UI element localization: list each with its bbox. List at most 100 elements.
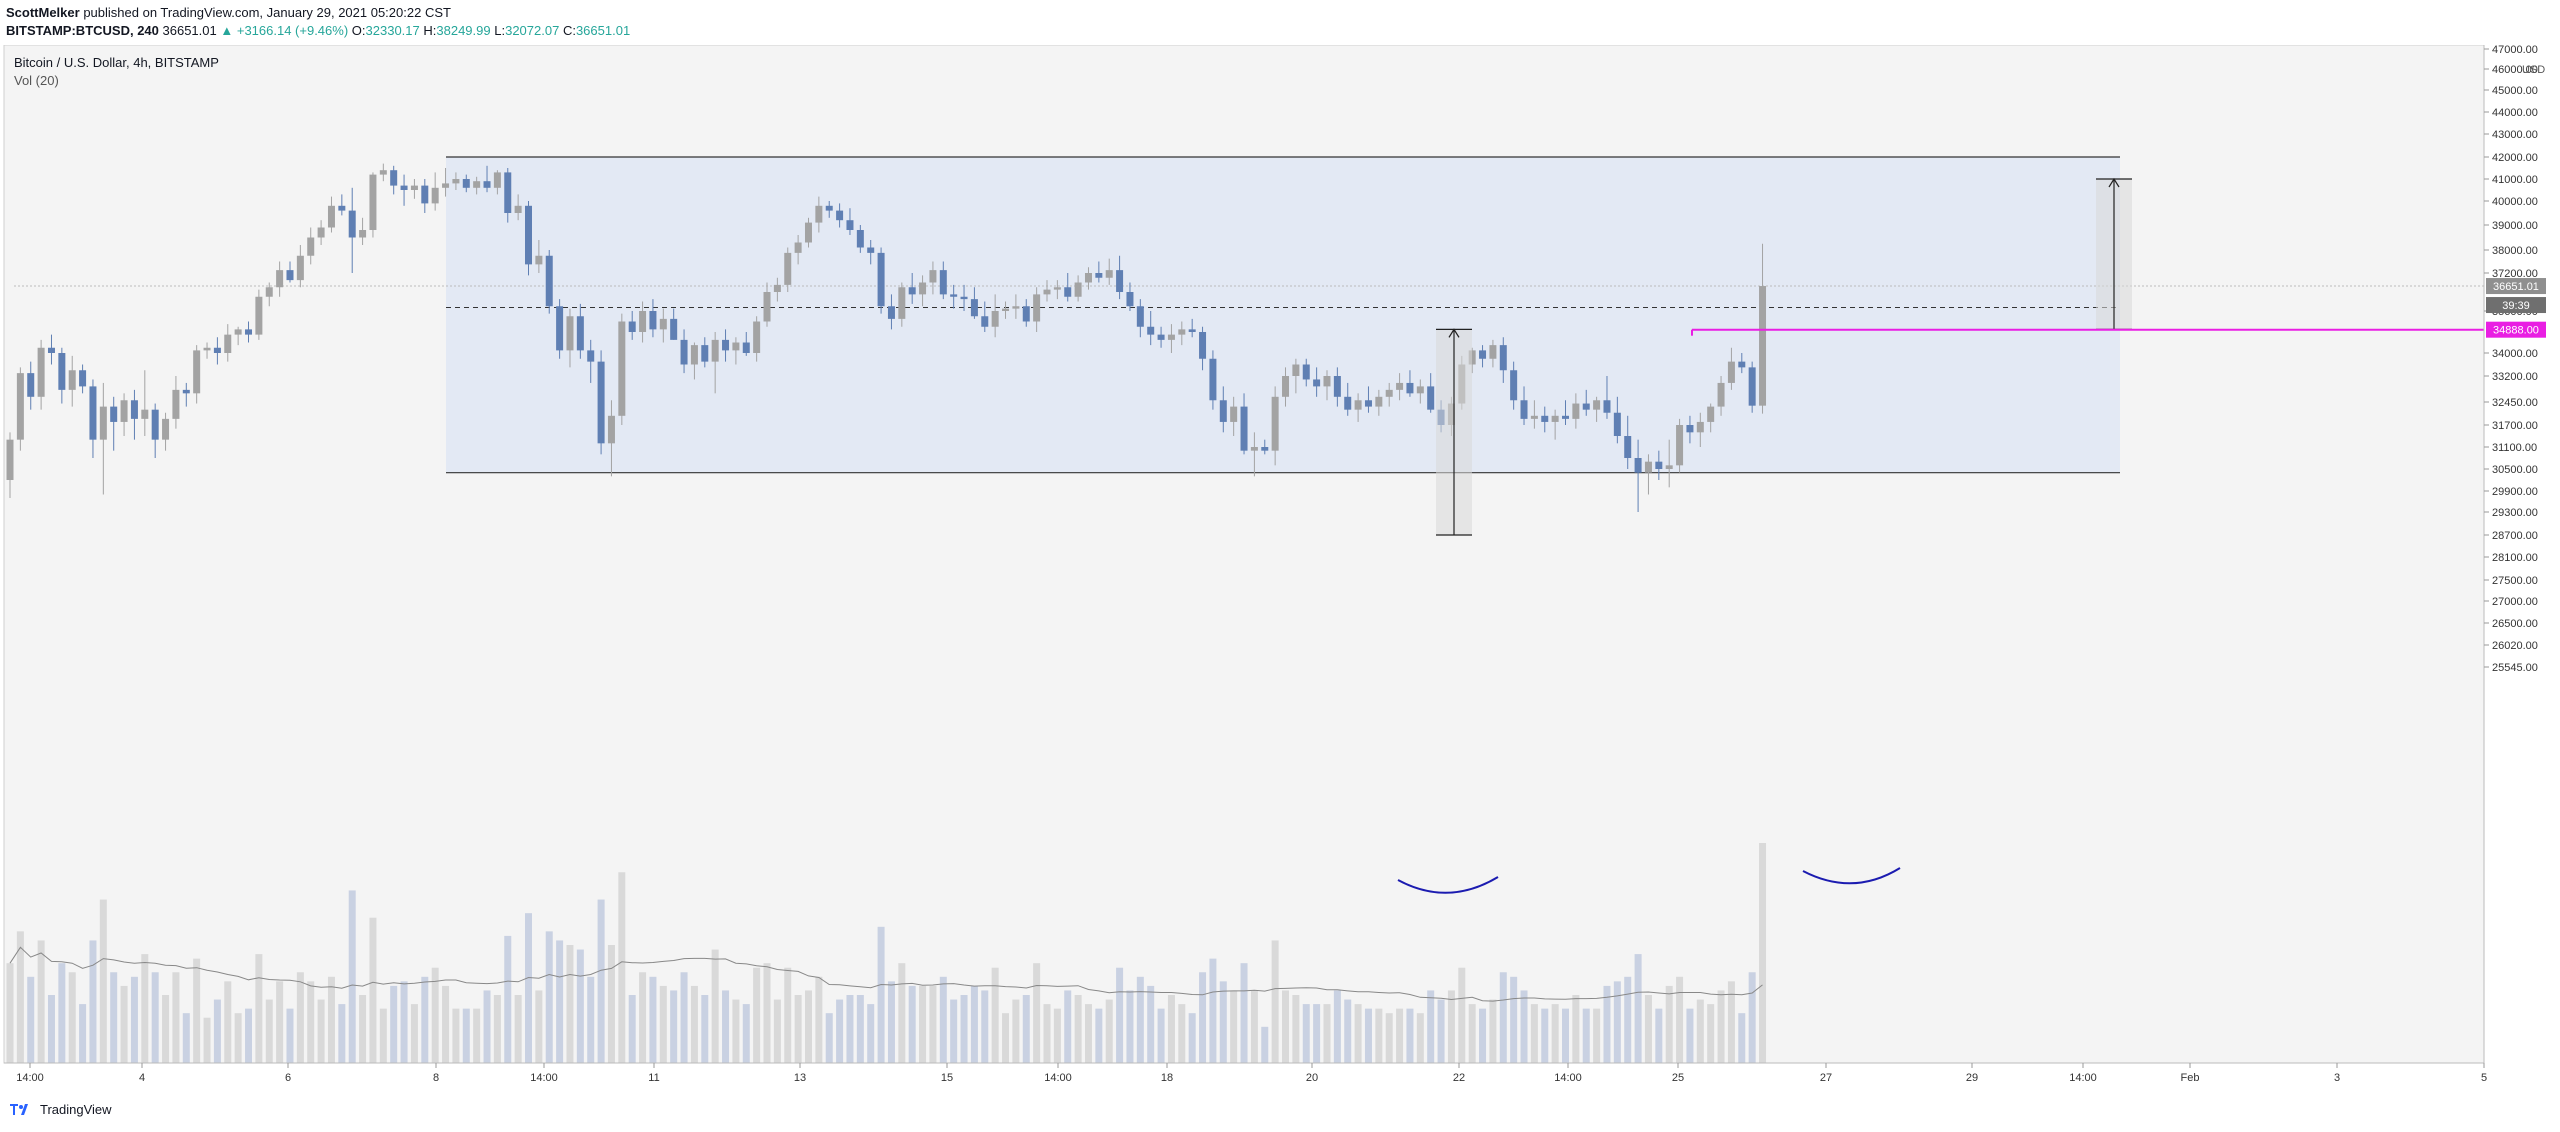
candle-body xyxy=(110,406,118,422)
volume-bar xyxy=(1292,995,1300,1063)
candle-body xyxy=(1551,415,1559,422)
candle-body xyxy=(99,406,107,440)
volume-bar xyxy=(1541,1008,1549,1063)
candle-body xyxy=(794,242,802,253)
candle-body xyxy=(1582,403,1590,410)
candle-body xyxy=(1759,286,1767,406)
volume-bar xyxy=(753,967,761,1063)
time-axis-label: 14:00 xyxy=(16,1072,44,1084)
tradingview-logo-icon[interactable] xyxy=(8,1100,34,1118)
candle-body xyxy=(639,311,647,332)
volume-bar xyxy=(1240,963,1248,1063)
candle-body xyxy=(338,205,346,211)
volume-layer xyxy=(6,843,1767,1063)
volume-bar xyxy=(68,972,76,1063)
candle-body xyxy=(307,237,315,256)
brand-label[interactable]: TradingView xyxy=(40,1101,112,1117)
candle-body xyxy=(680,339,688,365)
candle-body xyxy=(991,311,999,327)
price-tag-bg xyxy=(2486,321,2546,338)
candle-body xyxy=(898,287,906,319)
volume-bar xyxy=(1385,1013,1393,1063)
candle-body xyxy=(327,205,335,228)
time-axis-label: 29 xyxy=(1966,1072,1978,1084)
candle-body xyxy=(1323,376,1331,387)
volume-bar xyxy=(400,981,408,1063)
volume-bar xyxy=(981,990,989,1063)
candle-body xyxy=(452,179,460,184)
price-axis-label: 25545.00 xyxy=(2492,662,2538,674)
price-chart[interactable]: 47000.00 46000.00 45000.00 44000.00 43000.00… xyxy=(0,45,2560,1095)
volume-bar xyxy=(836,999,844,1063)
volume-bar xyxy=(359,995,367,1063)
candle-body xyxy=(317,227,325,238)
time-axis-label: 14:00 xyxy=(2069,1072,2097,1084)
candle-body xyxy=(887,306,895,319)
volume-bar xyxy=(919,985,927,1063)
candle-body xyxy=(566,316,574,351)
candle-body xyxy=(421,185,429,204)
candle-body xyxy=(659,318,667,330)
publish-info: published on TradingView.com, January 29… xyxy=(83,5,451,20)
price-tag-label: 34888.00 xyxy=(2493,325,2539,337)
candle-body xyxy=(1178,329,1186,335)
volume-bar xyxy=(970,985,978,1063)
candle-body xyxy=(431,187,439,204)
volume-bar xyxy=(1022,995,1030,1063)
volume-bar xyxy=(960,995,968,1063)
volume-bar xyxy=(690,985,698,1063)
volume-bar xyxy=(867,1004,875,1063)
candle-body xyxy=(597,361,605,444)
volume-bar xyxy=(1582,1008,1590,1063)
candle-body xyxy=(1064,287,1072,297)
candle-body xyxy=(1333,376,1341,397)
candle-body xyxy=(1002,308,1010,311)
volume-bar xyxy=(794,995,802,1063)
volume-bar xyxy=(1738,1013,1746,1063)
time-axis-label: 14:00 xyxy=(1554,1072,1582,1084)
chart-header: ScottMelker published on TradingView.com… xyxy=(6,4,630,40)
volume-bar xyxy=(141,954,149,1063)
volume-bar xyxy=(825,1013,833,1063)
volume-bar xyxy=(1354,1004,1362,1063)
price-axis-label: 28700.00 xyxy=(2492,530,2538,542)
volume-bar xyxy=(1655,1008,1663,1063)
volume-bar xyxy=(6,963,14,1063)
price-change: ▲ +3166.14 (+9.46%) xyxy=(220,23,349,38)
volume-bar xyxy=(1468,1004,1476,1063)
volume-bar xyxy=(1624,976,1632,1063)
author-name[interactable]: ScottMelker xyxy=(6,5,80,20)
volume-bar xyxy=(597,899,605,1063)
candle-body xyxy=(576,316,584,351)
candle-body xyxy=(369,174,377,230)
volume-bar xyxy=(1406,1008,1414,1063)
candle-body xyxy=(1292,364,1300,376)
candle-body xyxy=(1105,270,1113,278)
candle-body xyxy=(742,342,750,353)
candle-body xyxy=(1624,436,1632,458)
publish-line: ScottMelker published on TradingView.com… xyxy=(6,4,630,22)
candle-body xyxy=(1043,289,1051,295)
candle-body xyxy=(690,345,698,365)
volume-bar xyxy=(255,954,263,1063)
volume-bar xyxy=(1157,1008,1165,1063)
volume-bar xyxy=(587,976,595,1063)
volume-bar xyxy=(1105,999,1113,1063)
price-axis-label: 28100.00 xyxy=(2492,552,2538,564)
volume-bar xyxy=(514,995,522,1063)
volume-bar xyxy=(1147,985,1155,1063)
candle-body xyxy=(784,252,792,285)
price-axis-label: 40000.00 xyxy=(2492,196,2538,208)
high-label: H: xyxy=(423,23,437,38)
volume-bar xyxy=(1727,981,1735,1063)
candle-body xyxy=(836,210,844,221)
candle-body xyxy=(908,287,916,295)
candle-body xyxy=(846,220,854,230)
time-axis-label: 6 xyxy=(285,1072,291,1084)
volume-bar xyxy=(1043,1004,1051,1063)
volume-bar xyxy=(742,1004,750,1063)
candle-body xyxy=(1147,326,1155,335)
candle-body xyxy=(1489,345,1497,359)
volume-bar xyxy=(213,999,221,1063)
candle-body xyxy=(1717,382,1725,407)
